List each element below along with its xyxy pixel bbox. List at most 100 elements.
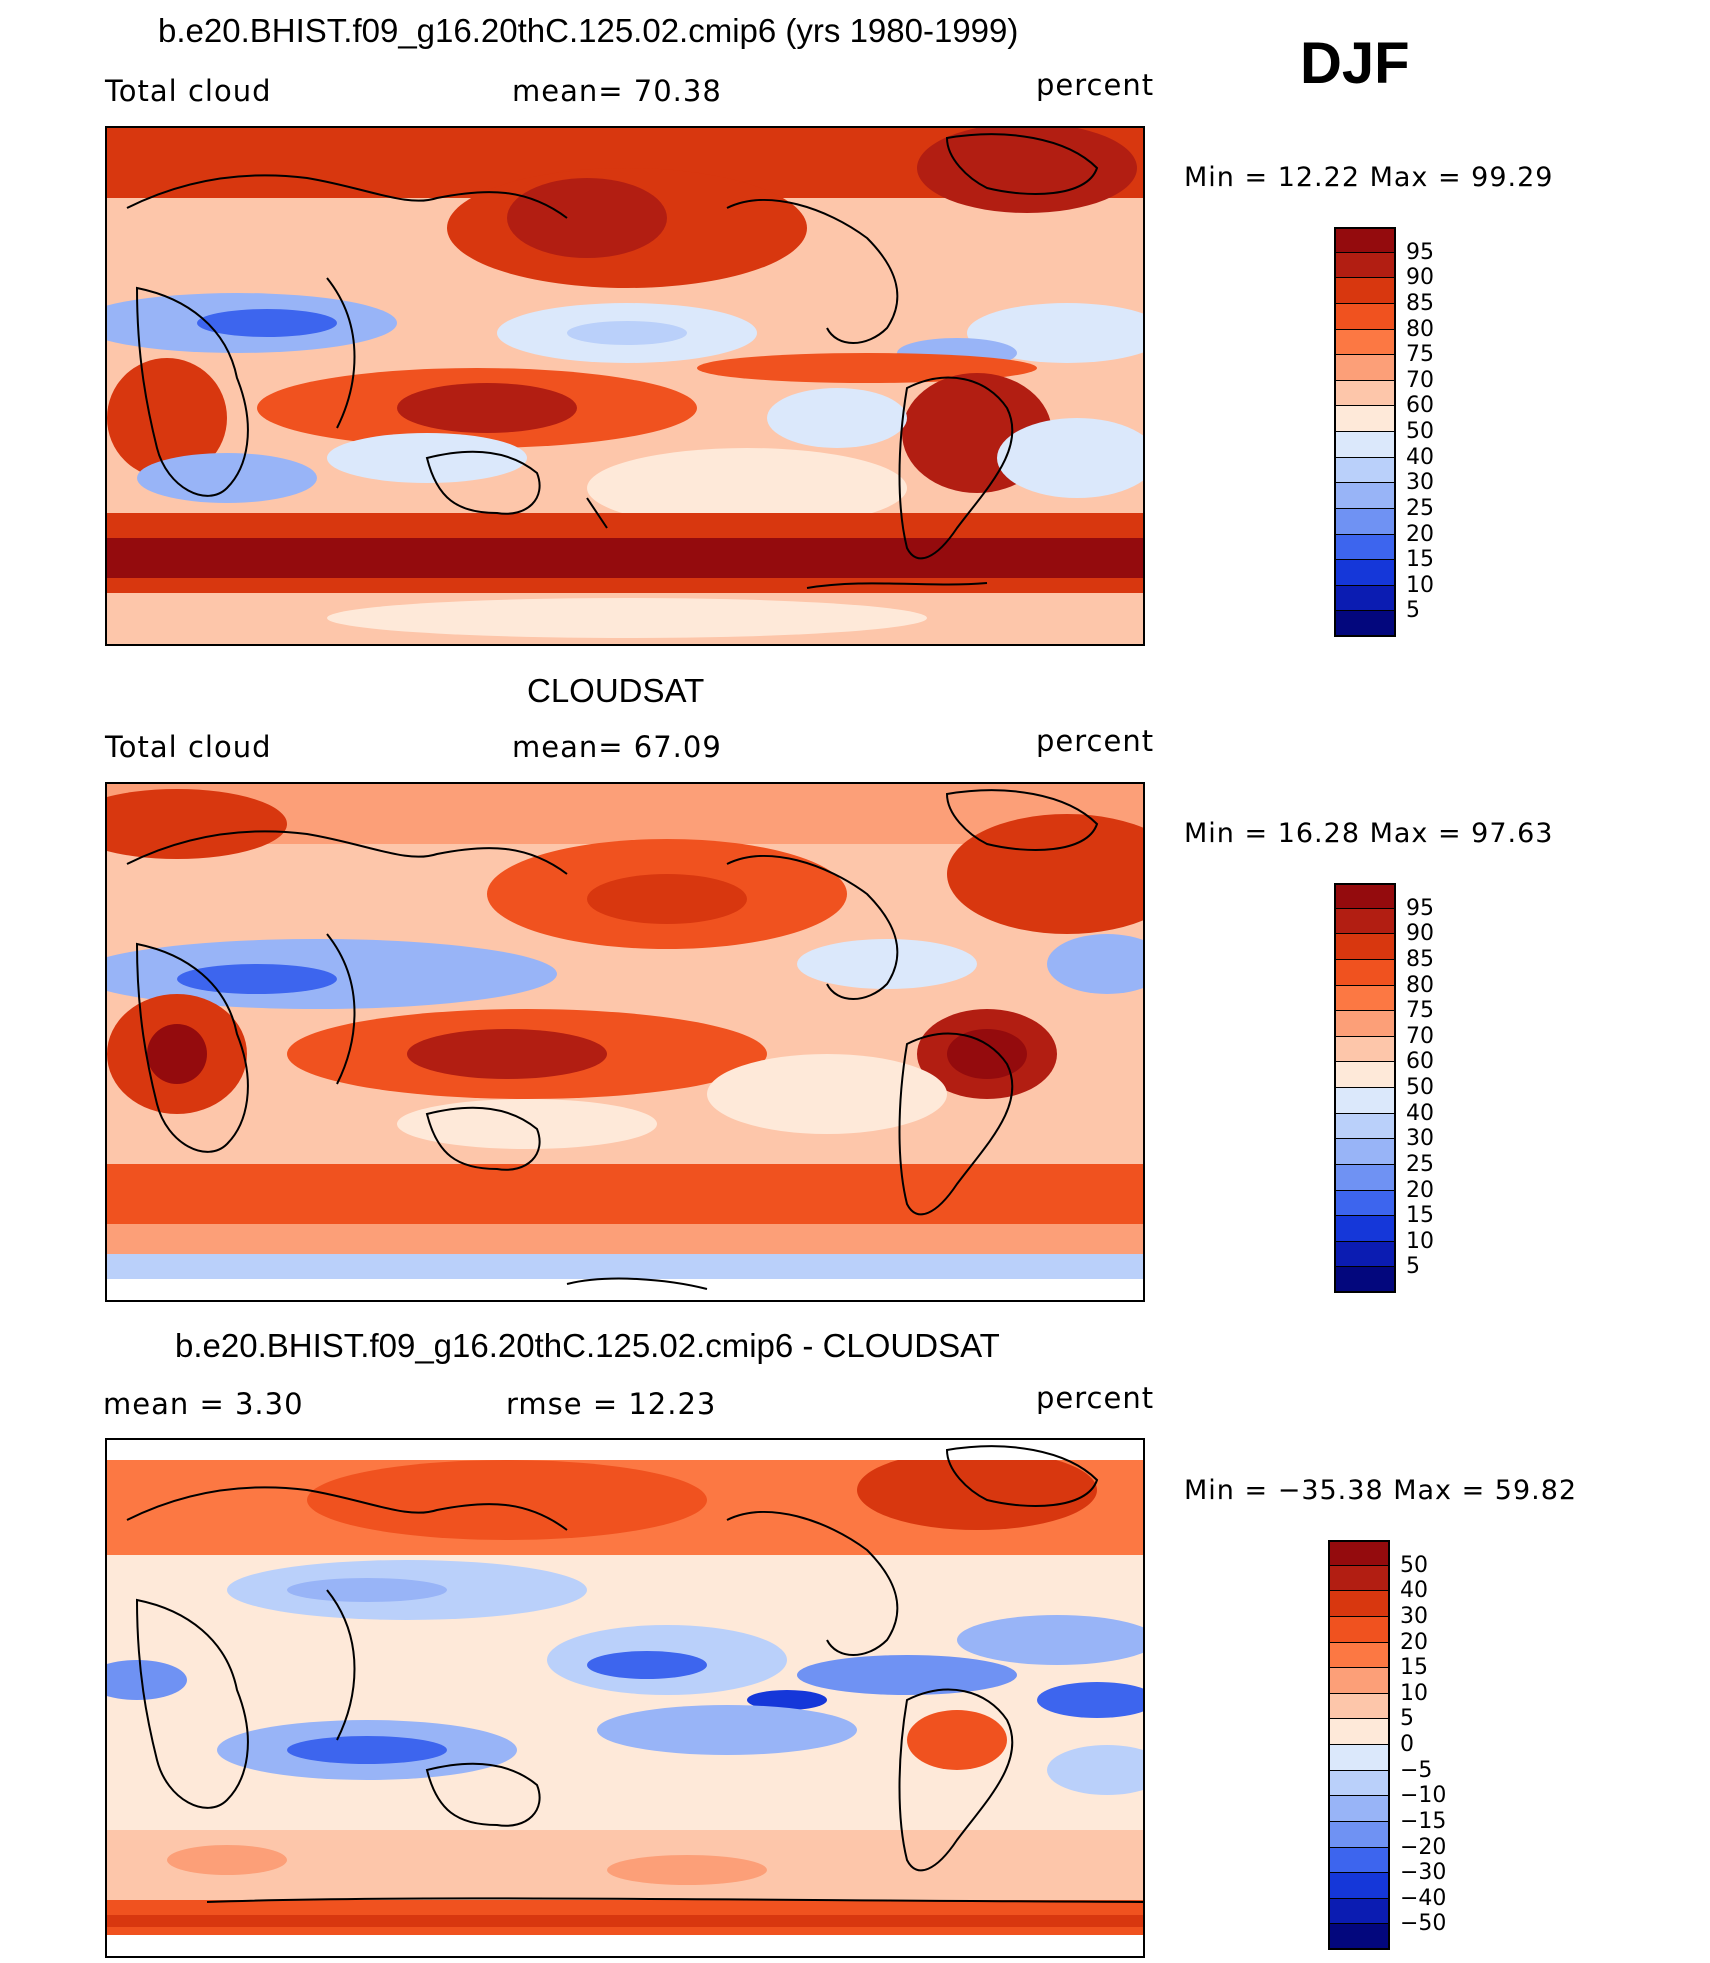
colorbar-swatch xyxy=(1328,1898,1390,1925)
colorbar-tick-label: 5 xyxy=(1406,1254,1420,1280)
panel-2-minmax-label: Min = 16.28 Max = 97.63 xyxy=(1184,818,1554,849)
colorbar-swatch xyxy=(1328,1924,1390,1950)
colorbar-tick-label: 20 xyxy=(1400,1629,1428,1655)
colorbar-tick-label: 60 xyxy=(1406,1049,1434,1075)
colorbar-tick-label: 15 xyxy=(1406,547,1434,573)
colorbar-tick-label: 60 xyxy=(1406,393,1434,419)
colorbar-tick-label: 90 xyxy=(1406,921,1434,947)
colorbar-tick-label: 30 xyxy=(1406,1126,1434,1152)
colorbar-swatch xyxy=(1334,534,1396,561)
panel-2-variable-label: Total cloud xyxy=(105,730,272,764)
colorbar-tick-label: 50 xyxy=(1406,1075,1434,1100)
colorbar-swatch xyxy=(1334,985,1396,1012)
colorbar-swatch xyxy=(1334,560,1396,586)
colorbar-tick-label: 40 xyxy=(1406,444,1434,470)
colorbar-swatch xyxy=(1328,1847,1390,1874)
colorbar-swatch xyxy=(1334,611,1396,637)
colorbar-frame xyxy=(1334,883,1396,1293)
colorbar-swatch xyxy=(1334,483,1396,509)
colorbar-tick-label: 85 xyxy=(1406,290,1434,316)
colorbar-frame xyxy=(1328,1540,1390,1950)
colorbar-tick-label: 15 xyxy=(1400,1655,1428,1681)
colorbar-tick-label: −30 xyxy=(1400,1860,1447,1886)
colorbar-swatch xyxy=(1334,1062,1396,1088)
colorbar-tick-label: 50 xyxy=(1400,1552,1428,1578)
colorbar-tick-label: −10 xyxy=(1400,1783,1447,1809)
colorbar-swatch xyxy=(1328,1565,1390,1592)
panel-3-map-svg xyxy=(107,1440,1143,1956)
colorbar-swatch xyxy=(1328,1770,1390,1797)
colorbar-swatch xyxy=(1328,1591,1390,1617)
panel-2-units-label: percent xyxy=(1036,724,1155,758)
panel-1-title: b.e20.BHIST.f09_g16.20thC.125.02.cmip6 (… xyxy=(158,12,1019,49)
colorbar-tick-label: −20 xyxy=(1400,1834,1447,1860)
panel-2-map xyxy=(105,782,1145,1302)
panel-1-minmax-label: Min = 12.22 Max = 99.29 xyxy=(1184,162,1554,193)
colorbar-tick-label: 30 xyxy=(1406,470,1434,496)
colorbar-swatch xyxy=(1334,1088,1396,1114)
colorbar-tick-label: 25 xyxy=(1406,495,1434,521)
panel-1-variable-label: Total cloud xyxy=(105,74,272,108)
panel-3-map xyxy=(105,1438,1145,1958)
colorbar-swatch xyxy=(1334,508,1396,535)
colorbar-tick-label: 85 xyxy=(1406,946,1434,972)
panel-3-title: b.e20.BHIST.f09_g16.20thC.125.02.cmip6 -… xyxy=(175,1327,1000,1364)
colorbar-swatch xyxy=(1334,1164,1396,1191)
panel-3-units-label: percent xyxy=(1036,1381,1155,1415)
colorbar-frame xyxy=(1334,227,1396,637)
colorbar-swatch xyxy=(1334,1113,1396,1140)
colorbar-swatch xyxy=(1328,1873,1390,1899)
colorbar-tick-label: −15 xyxy=(1400,1808,1447,1834)
colorbar-swatch xyxy=(1334,1139,1396,1165)
colorbar-tick-label: 40 xyxy=(1406,1100,1434,1126)
colorbar-tick-label: 95 xyxy=(1406,895,1434,921)
colorbar-tick-label: 75 xyxy=(1406,998,1434,1024)
colorbar-swatch xyxy=(1334,908,1396,935)
colorbar-swatch xyxy=(1328,1616,1390,1643)
colorbar-swatch xyxy=(1328,1693,1390,1720)
colorbar-tick-label: 20 xyxy=(1406,1177,1434,1203)
panel-3-colorbar xyxy=(1328,1540,1390,1950)
colorbar-swatch xyxy=(1334,1216,1396,1242)
colorbar-tick-label: 80 xyxy=(1406,972,1434,998)
colorbar-tick-label: 0 xyxy=(1400,1732,1414,1757)
colorbar-swatch xyxy=(1334,1267,1396,1293)
colorbar-swatch xyxy=(1334,380,1396,407)
colorbar-tick-label: −50 xyxy=(1400,1911,1447,1937)
season-label: DJF xyxy=(1300,31,1410,96)
colorbar-tick-label: 25 xyxy=(1406,1151,1434,1177)
colorbar-tick-label: 10 xyxy=(1400,1680,1428,1706)
colorbar-swatch xyxy=(1328,1745,1390,1771)
colorbar-swatch xyxy=(1334,1190,1396,1217)
colorbar-tick-label: 10 xyxy=(1406,1228,1434,1254)
panel-1-mean-label: mean= 70.38 xyxy=(512,74,722,108)
colorbar-tick-label: 75 xyxy=(1406,342,1434,368)
colorbar-swatch xyxy=(1334,883,1396,909)
colorbar-swatch xyxy=(1334,303,1396,330)
colorbar-swatch xyxy=(1328,1796,1390,1822)
colorbar-swatch xyxy=(1334,252,1396,279)
colorbar-swatch xyxy=(1334,227,1396,253)
colorbar-swatch xyxy=(1334,406,1396,432)
colorbar-swatch xyxy=(1334,432,1396,458)
colorbar-swatch xyxy=(1334,1241,1396,1268)
colorbar-tick-label: 15 xyxy=(1406,1203,1434,1229)
panel-1-colorbar xyxy=(1334,227,1396,637)
colorbar-swatch xyxy=(1334,959,1396,986)
colorbar-tick-label: 40 xyxy=(1400,1578,1428,1604)
colorbar-tick-label: 5 xyxy=(1400,1706,1414,1732)
panel-2-mean-label: mean= 67.09 xyxy=(512,730,722,764)
panel-3-mean-label: mean = 3.30 xyxy=(103,1387,304,1421)
colorbar-tick-label: 5 xyxy=(1406,598,1420,624)
panel-3-rmse-label: rmse = 12.23 xyxy=(506,1387,717,1421)
panel-2-colorbar xyxy=(1334,883,1396,1293)
colorbar-swatch xyxy=(1328,1668,1390,1694)
colorbar-swatch xyxy=(1328,1642,1390,1669)
colorbar-swatch xyxy=(1328,1719,1390,1745)
colorbar-tick-label: 90 xyxy=(1406,265,1434,291)
colorbar-tick-label: 95 xyxy=(1406,239,1434,265)
colorbar-tick-label: 80 xyxy=(1406,316,1434,342)
colorbar-tick-label: 50 xyxy=(1406,419,1434,444)
colorbar-swatch xyxy=(1334,457,1396,484)
panel-1-map xyxy=(105,126,1145,646)
